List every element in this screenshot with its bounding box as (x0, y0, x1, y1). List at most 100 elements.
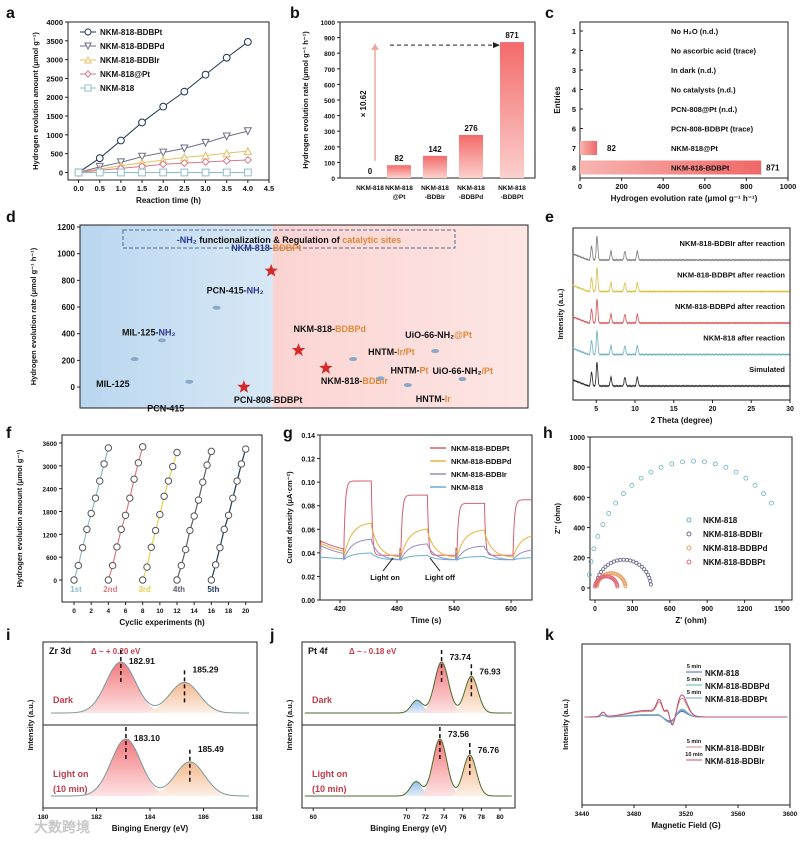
legend-label: NKM-818 (705, 669, 740, 678)
legend-label: NKM-818-BDBPt (703, 558, 766, 567)
square-marker (222, 168, 231, 177)
point-marker (431, 349, 440, 354)
condition-label: Dark (312, 695, 333, 705)
time-label: 5 min (687, 739, 702, 745)
cycle-1st (70, 444, 113, 584)
panel-letter: e (545, 209, 554, 226)
label-part: MIL-125 (96, 379, 130, 389)
nyquist-point (602, 574, 607, 579)
y-tick-label: 800 (62, 276, 76, 285)
legend-label: NKM-818-BDBPd (451, 457, 512, 466)
arrow-head (493, 42, 500, 49)
circle-marker (241, 445, 250, 453)
trace-label: NKM-818 after reaction (703, 334, 785, 343)
y-tick-label: 700 (324, 67, 335, 74)
nyquist-point (658, 464, 664, 470)
y-tick-label: 3600 (43, 441, 58, 448)
y-tick-label: 900 (324, 36, 335, 43)
circle-marker (211, 561, 220, 569)
condition-label: Light on (312, 769, 348, 779)
circle-marker (83, 525, 91, 534)
circle-marker (87, 509, 95, 518)
point-label: PCN-415-NH₂ (207, 286, 264, 296)
x-tick-label: 5 (594, 406, 598, 413)
diamond-marker (222, 156, 231, 165)
y-tick-label: 200 (324, 145, 335, 152)
nyquist-point (622, 580, 627, 585)
nyquist-point (768, 500, 774, 506)
entry-label: NKM-818@Pt (671, 144, 718, 153)
y-tick-label: 3000 (43, 464, 58, 471)
point-marker (458, 377, 467, 382)
y-axis-label: Entries (553, 86, 562, 114)
x-tick-label: 60 (310, 814, 318, 821)
cycle-label: 5th (207, 585, 219, 594)
x-tick-label: 3560 (731, 811, 746, 818)
square-marker (159, 168, 168, 177)
nyquist-point (637, 562, 642, 567)
x-axis-label: Reaction time (h) (136, 196, 201, 205)
x-tick-label: 0 (593, 606, 597, 613)
bar-value-label: 871 (505, 31, 519, 40)
nyquist-point (595, 533, 601, 539)
x-tick-label: 3520 (679, 811, 694, 818)
entry-label: No ascorbic acid (trace) (671, 47, 757, 56)
x-tick-label: 2 (89, 608, 93, 615)
y-tick-label: 0 (581, 586, 585, 593)
x-axis-label: Magnetic Field (G) (651, 821, 721, 830)
x-axis-label: 2 Theta (degree) (651, 416, 713, 425)
panel-a: a 0.0 0.5 1.0 1.5 2.0 2.5 3.0 3.5 4.0 4.5 0 500 1000 1… (6, 5, 274, 205)
x-tick-label: 3480 (627, 811, 642, 818)
plot-frame (319, 434, 533, 601)
y-tick-label: 2500 (46, 74, 63, 83)
point-label: UiO-66-NH₂@Pt (405, 330, 472, 340)
x-tick-label: 3600 (783, 811, 798, 818)
y-tick-label: 0.10 (301, 480, 315, 487)
shift-annotation: Δ ~ + 0.20 eV (91, 647, 141, 656)
banner-text: -NH₂ functionalization & Regulation of c… (177, 235, 402, 245)
point-label: HNTM-Ir (416, 394, 452, 404)
x-tick-label: 182 (91, 814, 102, 821)
square-marker (243, 168, 252, 177)
nyquist-point (588, 559, 594, 564)
x-tick-label: 12 (173, 608, 181, 615)
panel-letter: d (6, 209, 16, 226)
entry-number: 2 (572, 47, 576, 56)
condition-label: (10 min) (53, 784, 88, 794)
circle-marker (229, 494, 237, 502)
category-label: NKM-818 (457, 185, 485, 192)
nyquist-point (615, 558, 620, 563)
x-axis-label: Binging Energy (eV) (370, 824, 447, 833)
x-tick-label: 78 (478, 814, 486, 821)
legend-label: NKM-818-BDBIr (703, 530, 763, 539)
square-marker (138, 168, 146, 177)
x-axis-label: Cyclic experiments (h) (119, 618, 205, 627)
x-axis-label: Hydrogen evolution rate (μmol g⁻¹ h⁻¹) (611, 194, 758, 203)
envelope-curve (304, 661, 512, 714)
peak-value-label: 76.93 (479, 666, 501, 676)
circle-marker (96, 477, 104, 485)
x-tick-label: 3440 (575, 811, 590, 818)
y-tick-label: 100 (324, 160, 335, 167)
y-tick-label: 3000 (46, 56, 63, 65)
square-marker (74, 168, 83, 177)
point-marker (212, 305, 221, 310)
xrd-trace (572, 299, 790, 325)
y-tick-label: 300 (324, 129, 335, 136)
panel-h: h 0 300 600 900 1200 1500 0 200 400 600 800 1000 Z' (… (543, 425, 793, 625)
x-tick-label: 6 (124, 608, 128, 615)
category-label: NKM-818 (498, 185, 526, 192)
legend-label: NKM-818-BDBIr (451, 470, 507, 479)
banner-suffix: catalytic sites (342, 235, 401, 245)
circle-marker (91, 494, 100, 502)
nyquist-point (604, 574, 609, 579)
circle-marker (143, 563, 151, 571)
nyquist-point (648, 469, 654, 475)
circle-marker (74, 561, 83, 570)
x-tick-label: 10 (156, 608, 164, 615)
nyquist-point (639, 564, 644, 569)
x-tick-label: 18 (225, 608, 233, 615)
x-tick-label: 600 (699, 182, 712, 191)
label-part: PCN-415 (147, 404, 184, 414)
